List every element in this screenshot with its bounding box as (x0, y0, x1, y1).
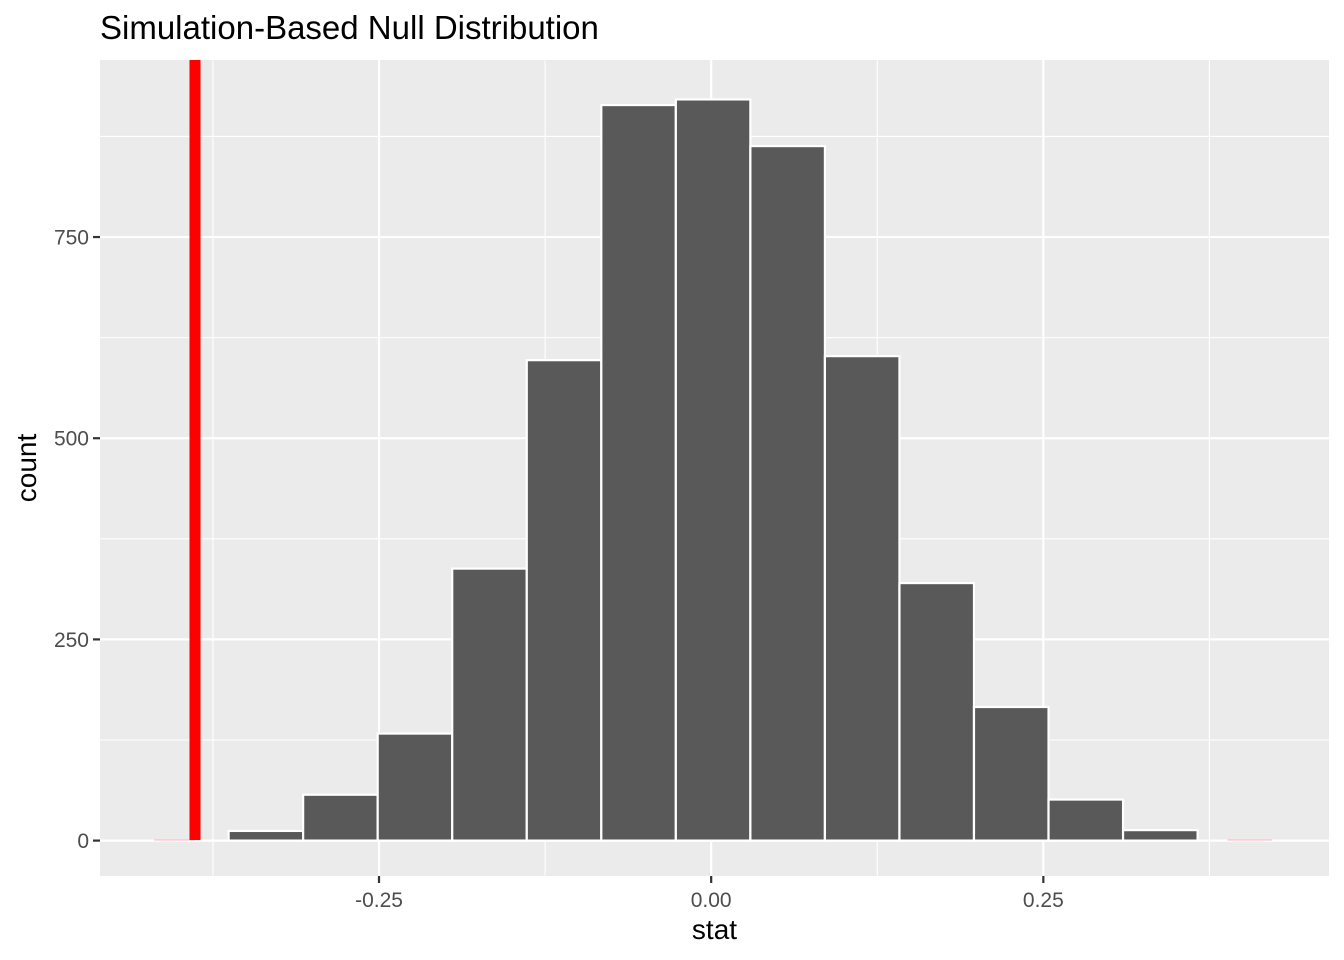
y-axis: 0 250 500 750 (54, 227, 100, 853)
histogram-bar (972, 705, 1050, 842)
y-tick-label: 750 (54, 227, 89, 250)
histogram-bars (227, 98, 1199, 842)
histogram-bar (674, 98, 752, 842)
histogram-bar (451, 567, 528, 842)
x-tick-label: 0.25 (1023, 889, 1064, 912)
x-tick-label: 0.00 (691, 889, 732, 912)
histogram-bar (600, 103, 677, 842)
x-tick-label: -0.25 (355, 889, 403, 912)
histogram-bar (376, 732, 454, 842)
histogram-bar (227, 829, 305, 842)
x-axis-title: stat (692, 914, 737, 945)
histogram-bar (302, 793, 379, 842)
y-tick-label: 250 (54, 629, 89, 652)
chart-title: Simulation-Based Null Distribution (100, 9, 599, 46)
histogram-bar (1121, 829, 1199, 842)
shaded-region (154, 839, 195, 841)
y-tick-label: 500 (54, 428, 89, 451)
p-value-shading (154, 839, 1273, 841)
y-axis-title: count (11, 434, 42, 503)
histogram-bar (749, 145, 827, 842)
histogram-bar (1047, 798, 1125, 842)
histogram-bar (898, 581, 976, 842)
histogram-bar (525, 359, 603, 842)
histogram-bar (823, 355, 901, 842)
shaded-region (1227, 839, 1273, 841)
y-tick-label: 0 (77, 830, 89, 853)
x-axis: -0.25 0.00 0.25 (355, 876, 1064, 912)
